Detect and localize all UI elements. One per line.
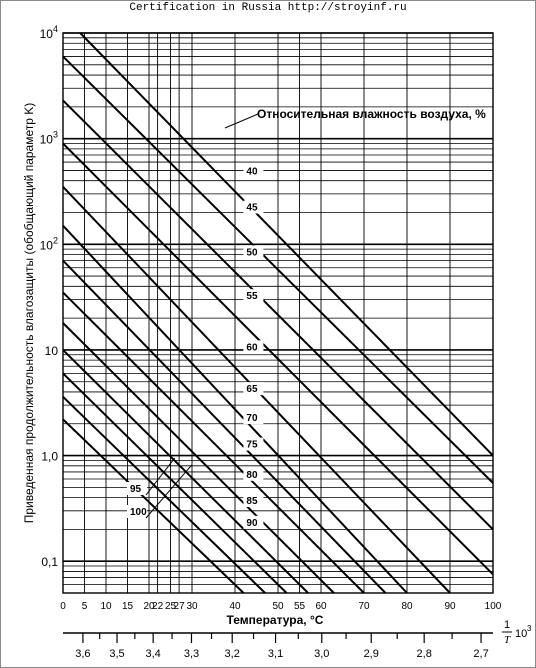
- x-tick-label: 15: [122, 601, 134, 612]
- legend-leader: [224, 113, 259, 129]
- series-label-50: 50: [246, 247, 258, 258]
- reciprocal-tick-label: 2,7: [473, 648, 488, 660]
- series-line-75: [62, 291, 365, 594]
- y-tick-label: 104: [40, 24, 58, 41]
- series-label-100: 100: [130, 507, 147, 518]
- series-label-95: 95: [130, 484, 142, 495]
- reciprocal-tick-label: 3,6: [75, 648, 90, 660]
- y-tick-label: 103: [40, 130, 58, 147]
- x-tick-label: 25: [165, 601, 177, 612]
- grid: [62, 32, 494, 594]
- series-label-bg: [243, 411, 264, 425]
- series-line-55: [62, 142, 494, 576]
- series-line-45: [62, 55, 494, 484]
- series-label-leader: [145, 464, 193, 519]
- y-axis-label: Приведенная продолжительность влагозащит…: [22, 103, 36, 524]
- series-label-leader: [145, 457, 176, 496]
- x-tick-label: 40: [229, 601, 241, 612]
- reciprocal-tick-label: 3,5: [109, 648, 124, 660]
- plot-border: [62, 32, 494, 594]
- series-label-90: 90: [246, 518, 258, 529]
- series-label-bg: [127, 505, 147, 518]
- series-labels: 40 45 50 55 60 65 70 75 80 85 90 95 100: [127, 164, 264, 529]
- series-line-100: [62, 418, 245, 594]
- series-label-40: 40: [246, 167, 258, 178]
- reciprocal-tick-label: 2,9: [364, 648, 379, 660]
- x-tick-label: 70: [358, 601, 370, 612]
- series-label-80: 80: [246, 470, 258, 481]
- x-tick-label: 27: [174, 601, 186, 612]
- x-tick-label: 55: [294, 601, 306, 612]
- series-label-55: 55: [246, 291, 258, 302]
- series-label-70: 70: [246, 413, 258, 424]
- y-tick-label: 0,1: [41, 555, 58, 569]
- y-tick-label: 1,0: [41, 450, 58, 464]
- series-label-75: 75: [246, 440, 258, 451]
- series-line-90: [62, 372, 288, 594]
- x-tick-label: 60: [315, 601, 327, 612]
- series-label-60: 60: [246, 342, 258, 353]
- y-tick-label: 102: [40, 235, 58, 252]
- reciprocal-label-denominator: T: [504, 634, 511, 646]
- series-label-bg: [243, 467, 264, 481]
- y-tick-label: 10: [45, 344, 59, 358]
- series-label-85: 85: [246, 496, 258, 507]
- x-axis-label: Температура, °C: [227, 613, 324, 627]
- x-tick-label: 50: [272, 601, 284, 612]
- series-lines: [62, 32, 494, 594]
- series-label-45: 45: [246, 203, 258, 214]
- x-tick-label: 5: [82, 601, 88, 612]
- reciprocal-label-exponent: 3: [527, 624, 532, 633]
- series-line-70: [62, 259, 387, 594]
- x-tick-label: 0: [60, 601, 66, 612]
- series-label-bg: [243, 340, 264, 354]
- x-tick-label: 20: [143, 601, 155, 612]
- series-label-bg: [243, 382, 264, 396]
- x-tick-label: 100: [485, 601, 502, 612]
- series-label-bg: [243, 164, 264, 178]
- series-line-65: [62, 225, 408, 594]
- series-label-bg: [243, 200, 264, 214]
- reciprocal-tick-label: 3,1: [268, 648, 283, 660]
- reciprocal-tick-label: 3,2: [225, 648, 240, 660]
- page-header: Certification in Russia http://stroyinf.…: [129, 2, 407, 14]
- y-tick-labels: 104 103 102 10 1,0 0,1: [40, 24, 59, 569]
- series-line-40: [79, 32, 494, 457]
- series-label-65: 65: [246, 384, 258, 395]
- reciprocal-tick-label: 3,0: [314, 648, 329, 660]
- reciprocal-tick-label: 2,8: [417, 648, 432, 660]
- series-line-50: [62, 99, 494, 531]
- x-tick-label: 30: [186, 601, 198, 612]
- x-tick-label: 80: [401, 601, 413, 612]
- series-label-bg: [243, 289, 264, 303]
- series-label-bg: [243, 493, 264, 507]
- legend-title: Относительная влажность воздуха, %: [257, 107, 486, 121]
- series-label-bg: [243, 515, 264, 529]
- reciprocal-tick-label: 3,4: [146, 648, 161, 660]
- series-line-80: [62, 322, 335, 594]
- x-tick-label: 22: [152, 601, 164, 612]
- reciprocal-label-power: 10: [515, 628, 527, 640]
- series-label-bg: [243, 245, 264, 259]
- x-tick-label: 10: [100, 601, 112, 612]
- x-tick-label: 90: [444, 601, 456, 612]
- series-label-bg: [243, 437, 264, 451]
- reciprocal-axis-label: 1 T 10 3: [502, 619, 532, 646]
- reciprocal-label-numerator: 1: [504, 619, 510, 631]
- series-label-bg: [127, 482, 147, 495]
- reciprocal-axis: 3,6 3,5 3,4 3,3 3,2 3,1 3,0 2,9 2,8 2,7: [63, 632, 493, 660]
- reciprocal-tick-label: 3,3: [184, 648, 199, 660]
- series-line-95: [62, 396, 266, 594]
